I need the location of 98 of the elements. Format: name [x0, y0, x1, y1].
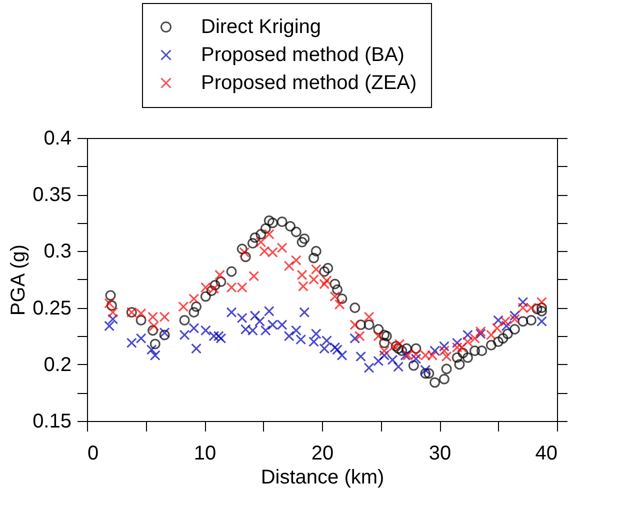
point: [420, 364, 431, 376]
point: [364, 362, 374, 374]
point: [299, 307, 310, 318]
point: [146, 344, 157, 355]
point: [239, 247, 250, 258]
legend-label: Proposed method (BA): [201, 44, 404, 66]
point: [284, 330, 294, 342]
point: [373, 356, 384, 366]
point: [462, 330, 473, 340]
point: [410, 353, 422, 364]
point: [296, 334, 306, 345]
point: [290, 325, 302, 336]
point: [462, 336, 473, 348]
point: [250, 310, 260, 321]
point: [388, 341, 399, 352]
point: [336, 350, 348, 361]
point: [330, 291, 340, 302]
point: [387, 354, 398, 366]
point: [492, 322, 502, 334]
point: [501, 320, 512, 332]
point: [356, 351, 366, 362]
point: [350, 333, 360, 344]
point: [321, 335, 332, 346]
x-tick-label: 0: [88, 442, 99, 464]
point: [188, 322, 200, 334]
point: [308, 336, 320, 348]
x-tick-label: 10: [194, 442, 216, 464]
point: [264, 228, 274, 240]
point: [334, 299, 345, 310]
point: [150, 350, 160, 361]
point: [475, 328, 486, 340]
x-tick-label: 40: [535, 442, 558, 464]
point: [126, 338, 137, 348]
point: [136, 333, 146, 344]
point: [260, 325, 271, 336]
point: [321, 275, 332, 286]
point: [332, 344, 343, 355]
point: [159, 327, 170, 338]
point: [430, 346, 440, 356]
point: [364, 312, 374, 322]
x-tick-label: 20: [311, 442, 334, 464]
x-axis-title: Distance (km): [260, 466, 384, 488]
point: [379, 346, 390, 356]
legend-label: Proposed method (ZEA): [201, 72, 417, 94]
y-tick-label: 0.35: [32, 184, 72, 206]
point: [310, 264, 322, 275]
point: [486, 330, 496, 340]
point: [254, 316, 265, 327]
y-tick-label: 0.4: [44, 128, 72, 150]
point: [256, 236, 266, 248]
point: [393, 361, 404, 372]
point: [179, 330, 190, 340]
point: [264, 306, 274, 316]
point: [354, 330, 365, 342]
point: [456, 342, 468, 353]
point: [200, 325, 211, 336]
point: [188, 293, 200, 304]
point: [394, 338, 405, 350]
point: [284, 260, 294, 272]
point: [373, 330, 384, 342]
y-tick-label: 0.25: [32, 297, 72, 320]
point: [290, 254, 302, 266]
y-tick-label: 0.3: [44, 240, 72, 263]
point: [379, 350, 390, 361]
point: [310, 328, 322, 340]
point: [438, 346, 450, 356]
point: [214, 270, 226, 280]
point: [298, 281, 308, 292]
point: [226, 307, 237, 318]
point: [148, 320, 160, 332]
point: [308, 274, 320, 285]
point: [104, 320, 115, 332]
point: [248, 270, 260, 282]
point: [536, 316, 547, 327]
point: [178, 301, 189, 312]
point: [319, 278, 330, 290]
point: [400, 350, 411, 361]
point: [108, 314, 118, 324]
point: [296, 270, 308, 280]
point: [438, 341, 450, 352]
point: [492, 314, 504, 326]
point: [536, 296, 547, 308]
point: [276, 242, 288, 254]
x-tick-label: 30: [428, 442, 452, 464]
legend-label: Direct Kriging: [201, 16, 322, 38]
point: [441, 351, 452, 362]
point: [350, 320, 360, 330]
point: [213, 330, 224, 342]
point: [108, 307, 118, 318]
point: [191, 343, 202, 354]
point: [509, 310, 520, 321]
point: [469, 333, 480, 344]
point: [236, 312, 248, 324]
y-tick-label: 0.2: [44, 354, 72, 376]
y-tick-label: 0.15: [32, 410, 72, 432]
point: [475, 326, 486, 337]
y-axis-title: PGA (g): [8, 244, 30, 316]
point: [452, 342, 462, 353]
